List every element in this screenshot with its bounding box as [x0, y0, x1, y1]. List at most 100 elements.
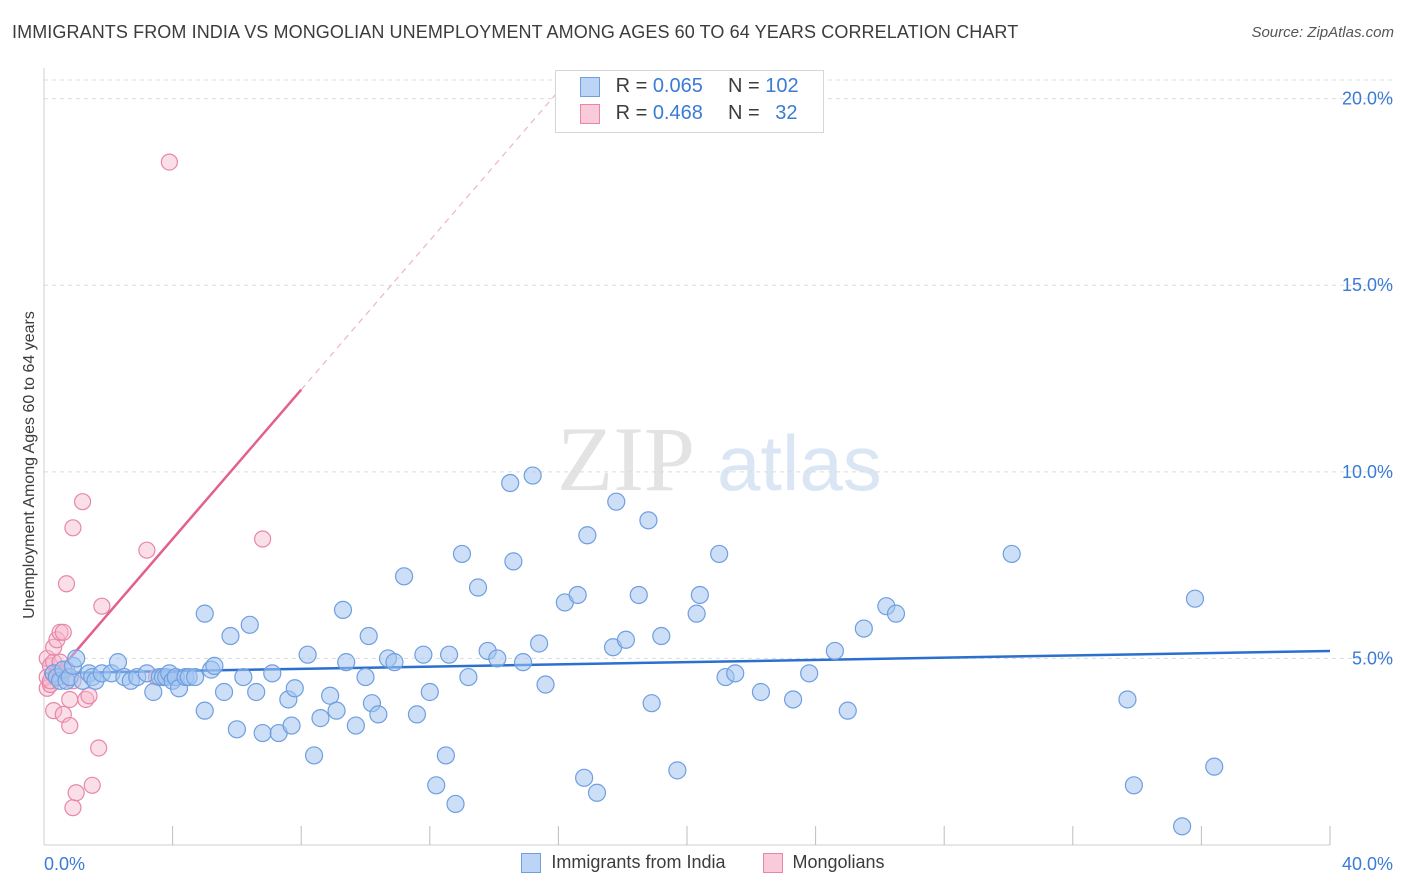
- india-point: [452, 544, 472, 564]
- india-point: [234, 667, 253, 687]
- india-point: [436, 746, 455, 765]
- y-tick-label: 10.0%: [1342, 462, 1393, 482]
- mongolians-point: [254, 530, 272, 548]
- mongolians-point: [67, 784, 85, 802]
- legend-item-mongolians[interactable]: Mongolians: [762, 852, 885, 874]
- y-axis-label-container: Unemployment Among Ages 60 to 64 years: [16, 270, 44, 660]
- india-point: [568, 585, 587, 605]
- india-point: [311, 709, 330, 728]
- legend-row-mongolians: R = 0.468 N = 32: [580, 102, 798, 126]
- india-point: [333, 600, 353, 620]
- legend-item-india[interactable]: Immigrants from India: [521, 852, 726, 874]
- india-point: [337, 653, 356, 672]
- legend-r-label: R =: [615, 102, 648, 124]
- india-point: [394, 567, 414, 586]
- india-point: [468, 578, 488, 597]
- watermark-atlas: atlas: [717, 419, 882, 507]
- y-tick-label: 20.0%: [1342, 89, 1393, 109]
- watermark-zip: ZIP: [557, 408, 695, 510]
- mongolians-point: [93, 597, 111, 615]
- india-point: [488, 649, 507, 668]
- india-point: [513, 653, 533, 672]
- india-point: [446, 794, 465, 814]
- india-point: [1118, 690, 1137, 709]
- india-point: [629, 585, 648, 605]
- india-point: [282, 716, 301, 735]
- india-point: [227, 720, 246, 739]
- india-point: [783, 690, 803, 709]
- india-point: [195, 604, 214, 623]
- india-point: [530, 634, 549, 653]
- axes: [43, 68, 1331, 846]
- legend-n-value: 102: [765, 75, 799, 97]
- india-point: [439, 645, 459, 664]
- india-point: [639, 511, 658, 530]
- legend-swatch-india: [521, 853, 542, 874]
- india-point: [186, 667, 205, 687]
- legend-swatch-mongolians: [762, 853, 783, 874]
- india-point: [642, 694, 661, 713]
- india-point: [751, 682, 771, 702]
- trend-lines: [43, 90, 1331, 690]
- india-point: [652, 626, 671, 646]
- x-tick-labels: 0.0% 40.0%: [44, 854, 1393, 874]
- india-point: [407, 705, 427, 724]
- y-tick-labels: 5.0% 10.0% 15.0% 20.0%: [1342, 89, 1393, 669]
- legend-swatch-india: [580, 76, 600, 97]
- india-point: [587, 783, 607, 802]
- india-point: [825, 641, 844, 661]
- mongolians-point: [45, 702, 63, 720]
- legend-swatch-mongolians: [580, 103, 600, 124]
- legend-n-value: 32: [775, 102, 798, 124]
- india-point: [67, 649, 86, 668]
- india-point: [327, 701, 346, 720]
- india-point: [607, 492, 626, 511]
- y-axis-label: Unemployment Among Ages 60 to 64 years: [21, 311, 38, 619]
- india-point: [687, 604, 706, 623]
- india-point: [359, 626, 378, 646]
- watermark: ZIP atlas: [557, 408, 882, 510]
- india-point: [385, 653, 404, 672]
- india-point: [690, 585, 709, 605]
- india-point: [726, 664, 745, 683]
- legend-n-label: N =: [728, 102, 760, 124]
- india-point: [304, 746, 324, 765]
- mongolians-trend-extension: [300, 90, 559, 391]
- india-point: [578, 526, 597, 545]
- india-trend-line: [43, 649, 1331, 675]
- legend-r-value: 0.468: [652, 102, 703, 124]
- india-point: [854, 619, 873, 638]
- mongolians-point: [61, 690, 79, 709]
- india-point: [346, 716, 365, 735]
- legend-label-india: Immigrants from India: [551, 852, 726, 872]
- india-point: [263, 664, 282, 683]
- mongolians-point: [73, 493, 92, 511]
- mongolians-point: [83, 776, 101, 794]
- series-legend: Immigrants from India Mongolians: [0, 852, 1406, 874]
- mongolians-point: [64, 799, 82, 817]
- india-point: [1124, 776, 1143, 795]
- india-point: [1002, 544, 1021, 564]
- india-point: [616, 630, 636, 649]
- india-point: [536, 675, 555, 694]
- mongolians-point: [64, 519, 82, 537]
- india-point: [240, 615, 259, 634]
- india-point: [1205, 757, 1224, 776]
- india-point: [668, 761, 687, 780]
- india-point: [195, 701, 214, 720]
- gridlines: [44, 79, 1392, 659]
- mongolians-point: [57, 575, 76, 593]
- legend-r-label: R =: [615, 75, 648, 97]
- legend-row-india: R = 0.065 N = 102: [580, 75, 799, 99]
- mongolians-points: [38, 153, 272, 817]
- legend-r-value: 0.065: [652, 75, 703, 97]
- india-point: [838, 701, 857, 720]
- y-tick-label: 5.0%: [1352, 648, 1393, 668]
- y-tick-label: 15.0%: [1342, 275, 1393, 295]
- legend-label-mongolians: Mongolians: [792, 852, 885, 872]
- india-point: [504, 552, 523, 571]
- india-point: [298, 645, 317, 664]
- india-points: [44, 466, 1224, 836]
- mongolians-trend-line: [43, 388, 303, 690]
